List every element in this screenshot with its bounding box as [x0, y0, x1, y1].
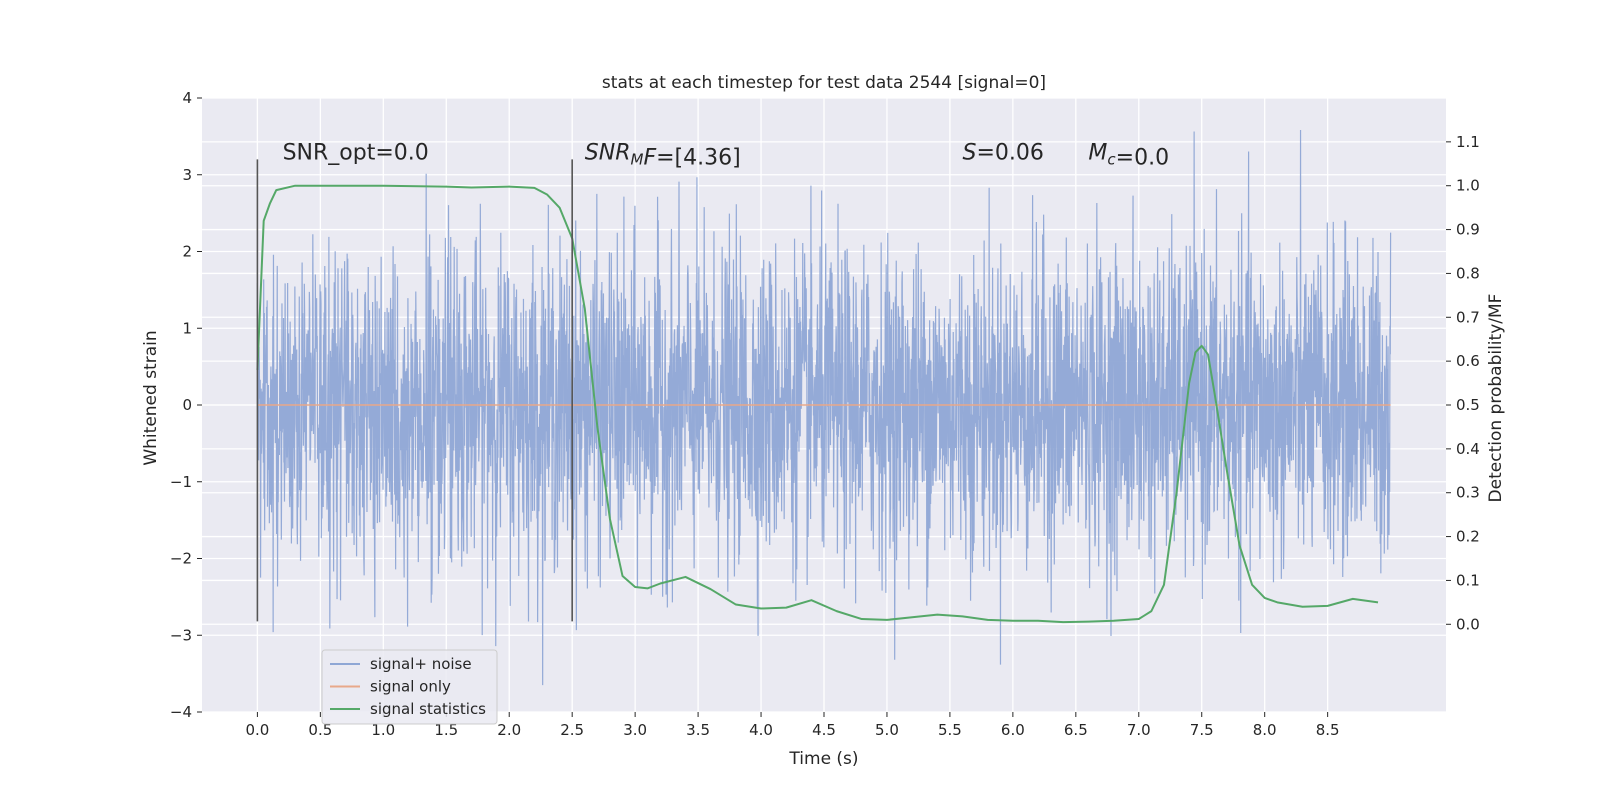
y-left-tick-label: 0	[182, 396, 192, 414]
y-left-tick-label: 1	[182, 319, 192, 337]
x-tick-label: 2.5	[560, 721, 584, 739]
x-tick-label: 4.5	[812, 721, 836, 739]
x-tick-label: 7.5	[1190, 721, 1214, 739]
y-right-tick-label: 0.3	[1456, 484, 1480, 502]
line-signal-statistics	[256, 184, 1379, 624]
y-right-tick-label: 0.5	[1456, 396, 1480, 414]
chart-title: stats at each timestep for test data 254…	[602, 73, 1046, 93]
line-signal-noise	[256, 129, 1392, 686]
x-tick-label: 3.5	[686, 721, 710, 739]
axes: 0.0 0.5 1.0 1.5 2.0 2.5 3.0 3.5 4.0 4.5 5.0 5.5 6.0 6…	[170, 89, 1480, 739]
y-left-tick-label: −3	[170, 626, 192, 644]
y-right-tick-label: 0.8	[1456, 264, 1480, 282]
y-left-tick-label: 4	[182, 89, 192, 107]
x-axis-title: Time (s)	[788, 749, 858, 769]
series-layer	[256, 184, 1391, 624]
x-tick-label: 2.0	[497, 721, 521, 739]
x-tick-label: 7.0	[1127, 721, 1151, 739]
x-tick-label: 6.5	[1064, 721, 1088, 739]
x-tick-label: 5.0	[875, 721, 899, 739]
y-left-tick-label: −4	[170, 703, 192, 721]
y-right-tick-label: 0.0	[1456, 615, 1480, 633]
x-tick-label: 8.5	[1316, 721, 1340, 739]
vertical-markers	[256, 159, 573, 622]
y-axis-left-title: Whitened strain	[141, 330, 161, 465]
legend: signal+ noise signal only signal statistic…	[321, 649, 498, 725]
x-tick-label: 1.5	[434, 721, 458, 739]
x-tick-label: 1.0	[371, 721, 395, 739]
y-right-tick-label: 0.4	[1456, 440, 1480, 458]
legend-label: signal+ noise	[370, 655, 472, 673]
annotation: Mc=0.0	[1088, 140, 1169, 170]
y-left-tick-label: −2	[170, 550, 192, 568]
y-right-tick-label: 0.2	[1456, 528, 1480, 546]
annotations: SNR_opt=0.0 SNRMF=[4.36] S=0.06 Mc=0.0	[283, 140, 1169, 170]
y-left-tick-label: −1	[170, 473, 192, 491]
annotation: S=0.06	[963, 140, 1044, 165]
y-right-tick-label: 1.1	[1456, 133, 1480, 151]
y-right-tick-label: 0.9	[1456, 221, 1480, 239]
series-signal-noise	[256, 129, 1392, 686]
x-tick-label: 4.0	[749, 721, 773, 739]
y-left-tick-label: 3	[182, 166, 192, 184]
x-tick-label: 0.5	[308, 721, 332, 739]
x-tick-label: 0.0	[245, 721, 269, 739]
y-right-tick-label: 0.6	[1456, 352, 1480, 370]
x-tick-label: 5.5	[938, 721, 962, 739]
y-right-tick-label: 1.0	[1456, 177, 1480, 195]
y-right-tick-label: 0.1	[1456, 571, 1480, 589]
y-right-tick-label: 0.7	[1456, 308, 1480, 326]
annotation: SNRMF=[4.36]	[585, 140, 741, 170]
y-axis-right-title: Detection probability/MF	[1486, 294, 1506, 503]
legend-box	[321, 649, 498, 725]
x-tick-label: 8.0	[1253, 721, 1277, 739]
x-tick-label: 3.0	[623, 721, 647, 739]
x-tick-label: 6.0	[1001, 721, 1025, 739]
legend-label: signal statistics	[370, 700, 486, 718]
y-left-tick-label: 2	[182, 243, 192, 261]
legend-label: signal only	[370, 678, 451, 696]
annotation: SNR_opt=0.0	[283, 140, 429, 165]
